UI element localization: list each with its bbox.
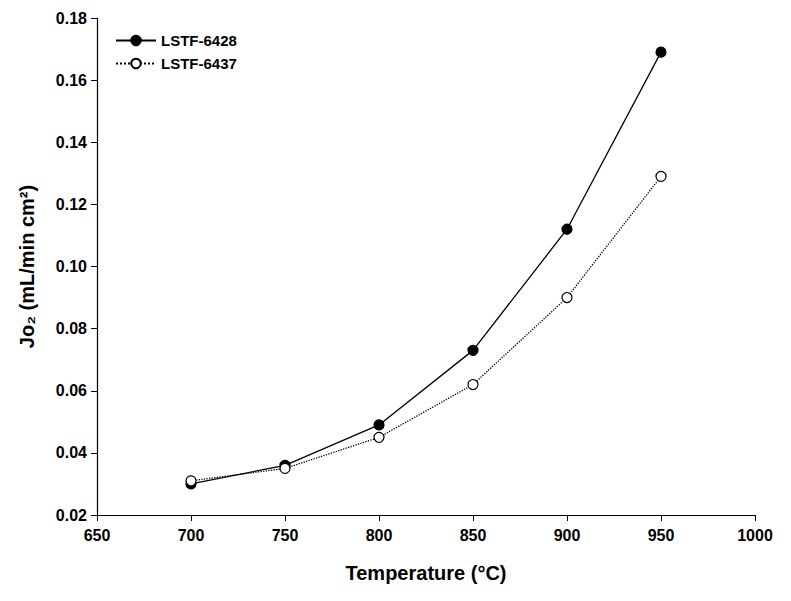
- svg-text:LSTF-6428: LSTF-6428: [161, 32, 237, 49]
- svg-text:700: 700: [178, 527, 205, 544]
- svg-text:1000: 1000: [737, 527, 773, 544]
- svg-text:650: 650: [84, 527, 111, 544]
- svg-text:0.14: 0.14: [56, 134, 87, 151]
- svg-text:800: 800: [366, 527, 393, 544]
- svg-text:0.10: 0.10: [56, 258, 87, 275]
- svg-text:LSTF-6437: LSTF-6437: [161, 55, 237, 72]
- svg-text:0.02: 0.02: [56, 507, 87, 524]
- svg-text:850: 850: [460, 527, 487, 544]
- svg-text:950: 950: [648, 527, 675, 544]
- svg-text:900: 900: [554, 527, 581, 544]
- svg-text:0.12: 0.12: [56, 196, 87, 213]
- svg-text:Temperature (°C): Temperature (°C): [346, 562, 507, 584]
- svg-text:750: 750: [272, 527, 299, 544]
- svg-text:0.08: 0.08: [56, 320, 87, 337]
- svg-text:Jo₂ (mL/min cm²): Jo₂ (mL/min cm²): [16, 185, 38, 348]
- svg-text:0.18: 0.18: [56, 10, 87, 27]
- svg-text:0.06: 0.06: [56, 382, 87, 399]
- svg-text:0.16: 0.16: [56, 72, 87, 89]
- svg-text:0.04: 0.04: [56, 444, 87, 461]
